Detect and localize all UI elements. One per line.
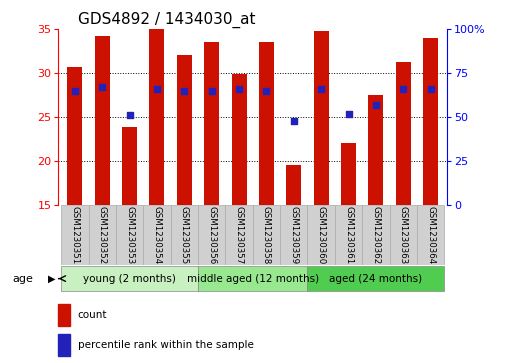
Text: GSM1230352: GSM1230352 <box>98 206 107 264</box>
Bar <box>61 205 88 265</box>
Text: GSM1230358: GSM1230358 <box>262 206 271 264</box>
Point <box>98 84 106 90</box>
Bar <box>253 205 280 265</box>
Bar <box>122 127 137 205</box>
Point <box>208 88 216 94</box>
Point <box>235 86 243 92</box>
Bar <box>417 205 444 265</box>
Point <box>372 102 380 108</box>
Bar <box>116 205 143 265</box>
Text: GSM1230353: GSM1230353 <box>125 206 134 264</box>
Bar <box>423 38 438 205</box>
Point <box>71 88 79 94</box>
Bar <box>232 74 246 205</box>
Text: GSM1230356: GSM1230356 <box>207 206 216 264</box>
Bar <box>368 95 384 205</box>
Point <box>427 86 435 92</box>
Text: GSM1230357: GSM1230357 <box>235 206 243 264</box>
Bar <box>171 205 198 265</box>
Point <box>317 86 325 92</box>
Text: GSM1230354: GSM1230354 <box>152 206 162 264</box>
Text: young (2 months): young (2 months) <box>83 274 176 284</box>
Bar <box>149 28 165 205</box>
Point <box>125 113 134 118</box>
Bar <box>198 266 307 291</box>
Bar <box>341 143 356 205</box>
Bar <box>259 42 274 205</box>
Text: GSM1230362: GSM1230362 <box>371 206 380 264</box>
Text: GSM1230355: GSM1230355 <box>180 206 189 264</box>
Text: GSM1230363: GSM1230363 <box>399 206 408 264</box>
Text: age: age <box>13 274 34 284</box>
Bar <box>307 266 444 291</box>
Bar <box>313 31 329 205</box>
Text: GSM1230359: GSM1230359 <box>289 206 298 264</box>
Bar <box>362 205 390 265</box>
Point <box>180 88 188 94</box>
Text: count: count <box>78 310 107 320</box>
Bar <box>177 54 192 205</box>
Point <box>399 86 407 92</box>
Text: aged (24 months): aged (24 months) <box>329 274 423 284</box>
Bar <box>396 62 411 205</box>
Bar <box>204 42 219 205</box>
Bar <box>335 205 362 265</box>
Text: middle aged (12 months): middle aged (12 months) <box>186 274 319 284</box>
Bar <box>390 205 417 265</box>
Bar <box>198 205 226 265</box>
Text: GSM1230364: GSM1230364 <box>426 206 435 264</box>
Bar <box>61 266 198 291</box>
Point <box>344 111 353 117</box>
Point <box>153 86 161 92</box>
Text: GSM1230351: GSM1230351 <box>70 206 79 264</box>
Bar <box>307 205 335 265</box>
Bar <box>94 36 110 205</box>
Text: GSM1230360: GSM1230360 <box>316 206 326 264</box>
Text: ▶: ▶ <box>48 274 56 284</box>
Text: GDS4892 / 1434030_at: GDS4892 / 1434030_at <box>78 12 256 28</box>
Bar <box>68 67 82 205</box>
Bar <box>58 304 70 326</box>
Bar <box>226 205 253 265</box>
Text: GSM1230361: GSM1230361 <box>344 206 353 264</box>
Bar <box>58 334 70 356</box>
Text: percentile rank within the sample: percentile rank within the sample <box>78 340 253 350</box>
Point <box>262 88 270 94</box>
Bar <box>286 166 301 205</box>
Bar <box>280 205 307 265</box>
Point <box>290 118 298 123</box>
Bar <box>143 205 171 265</box>
Bar <box>88 205 116 265</box>
